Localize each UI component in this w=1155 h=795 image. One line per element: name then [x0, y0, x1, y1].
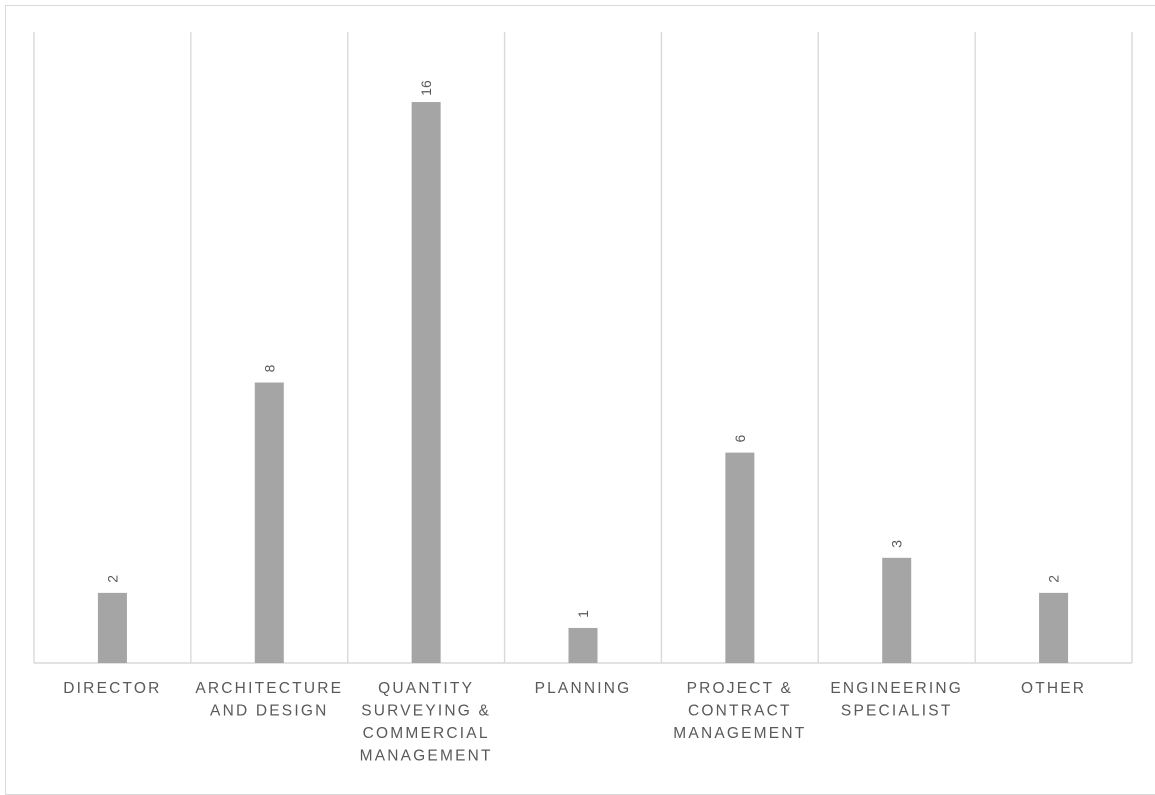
data-label: 2 — [104, 575, 120, 583]
category-labels: DIRECTOR ARCHITECTURE AND DESIGN QUANTITY SU… — [63, 680, 1086, 765]
data-label: 8 — [261, 364, 277, 372]
category-label: QUANTITY SURVEYING & COMMERCIAL MANAGEMENT — [360, 680, 493, 765]
data-label: 6 — [732, 435, 748, 443]
bar — [411, 102, 441, 664]
bar — [568, 627, 598, 663]
category-label: PLANNING — [535, 680, 632, 697]
bars — [97, 102, 1069, 664]
category-label: DIRECTOR — [63, 680, 161, 697]
bar — [882, 557, 912, 663]
category-label: ENGINEERING SPECIALIST — [830, 680, 963, 720]
bar — [97, 592, 127, 663]
data-label: 3 — [889, 540, 905, 548]
data-label: 1 — [575, 610, 591, 618]
data-label: 2 — [1046, 575, 1062, 583]
data-label: 16 — [418, 80, 434, 96]
bar — [254, 382, 284, 663]
category-label: PROJECT & CONTRACT MANAGEMENT — [673, 680, 806, 742]
category-label: ARCHITECTURE AND DESIGN — [195, 680, 343, 720]
bar — [1039, 592, 1069, 663]
bar — [725, 452, 755, 663]
category-label: OTHER — [1021, 680, 1086, 697]
gridlines — [33, 32, 1133, 664]
